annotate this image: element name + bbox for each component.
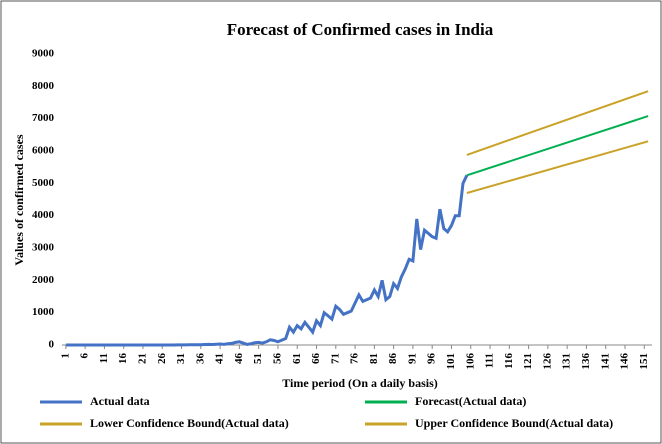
x-tick-label: 1 xyxy=(59,353,71,359)
x-tick-label: 136 xyxy=(580,353,592,370)
y-tick-label: 0 xyxy=(49,339,55,351)
y-tick-label: 8000 xyxy=(32,80,55,92)
x-tick-label: 46 xyxy=(233,353,245,365)
legend-label: Lower Confidence Bound(Actual data) xyxy=(90,416,289,430)
x-tick-label: 66 xyxy=(310,353,322,365)
x-tick-label: 61 xyxy=(291,353,303,364)
chart-title: Forecast of Confirmed cases in India xyxy=(227,20,494,39)
x-tick-label: 151 xyxy=(638,353,650,370)
x-tick-label: 31 xyxy=(175,353,187,364)
x-tick-label: 36 xyxy=(194,353,206,365)
legend-label: Forecast(Actual data) xyxy=(415,394,526,408)
x-tick-label: 56 xyxy=(271,353,283,365)
x-tick-label: 81 xyxy=(368,353,380,364)
x-tick-label: 51 xyxy=(252,353,264,364)
x-tick-label: 96 xyxy=(426,353,438,365)
y-tick-label: 6000 xyxy=(32,145,55,157)
x-tick-label: 101 xyxy=(445,353,457,370)
legend-label: Upper Confidence Bound(Actual data) xyxy=(415,416,613,430)
series-line xyxy=(466,115,649,177)
x-tick-label: 126 xyxy=(541,353,553,370)
series-line xyxy=(65,174,469,347)
x-tick-label: 16 xyxy=(117,353,129,365)
legend-label: Actual data xyxy=(90,394,150,408)
y-tick-label: 7000 xyxy=(32,112,55,124)
x-tick-label: 41 xyxy=(214,353,226,364)
y-tick-label: 1000 xyxy=(32,306,55,318)
x-tick-label: 76 xyxy=(349,353,361,365)
x-tick-label: 71 xyxy=(329,353,341,364)
y-axis-label: Values of confirmed cases xyxy=(12,134,26,266)
x-tick-label: 11 xyxy=(98,353,110,363)
series-line xyxy=(466,140,649,194)
y-tick-label: 4000 xyxy=(32,209,55,221)
x-tick-label: 6 xyxy=(79,353,91,359)
y-tick-label: 3000 xyxy=(32,242,55,254)
y-tick-label: 2000 xyxy=(32,274,55,286)
x-tick-label: 106 xyxy=(464,353,476,370)
x-tick-label: 146 xyxy=(619,353,631,370)
y-tick-label: 9000 xyxy=(32,48,55,60)
x-tick-label: 86 xyxy=(387,353,399,365)
series-line xyxy=(466,90,649,156)
x-tick-label: 116 xyxy=(503,353,515,369)
x-tick-label: 21 xyxy=(137,353,149,364)
x-tick-label: 91 xyxy=(406,353,418,364)
x-tick-label: 26 xyxy=(156,353,168,365)
x-tick-label: 131 xyxy=(561,353,573,370)
x-tick-label: 111 xyxy=(484,353,496,368)
x-axis-label: Time period (On a daily basis) xyxy=(282,376,437,390)
x-tick-label: 121 xyxy=(522,353,534,370)
y-tick-label: 5000 xyxy=(32,177,55,189)
x-tick-label: 141 xyxy=(599,353,611,370)
